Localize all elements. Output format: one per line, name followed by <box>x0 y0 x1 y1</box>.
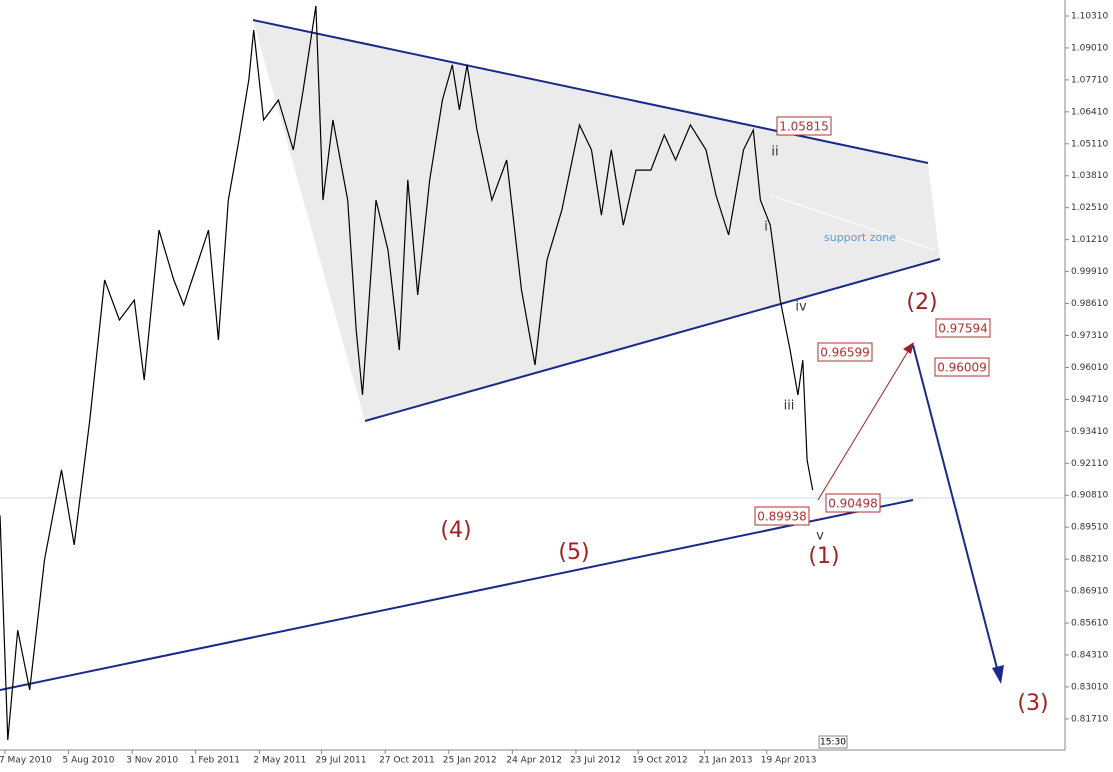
y-tick-label: 0.98610 <box>1071 299 1108 309</box>
lower-trendline <box>364 258 941 422</box>
time-label: 15:30 <box>820 738 846 748</box>
price-label: 1.05815 <box>779 120 829 134</box>
y-tick-label: 1.07710 <box>1071 75 1108 85</box>
y-tick-label: 1.09010 <box>1071 43 1108 53</box>
x-tick-label: 21 Jan 2013 <box>699 756 753 766</box>
wave-label: ii <box>771 145 778 160</box>
triangle-zone <box>253 20 940 421</box>
y-tick-label: 0.93410 <box>1071 427 1108 437</box>
y-tick-label: 0.88210 <box>1071 555 1108 565</box>
price-label: 0.96009 <box>937 361 987 375</box>
y-tick-label: 1.03810 <box>1071 171 1108 181</box>
wave-label: (5) <box>558 540 589 565</box>
y-tick-label: 1.06410 <box>1071 107 1108 117</box>
y-tick-label: 0.92110 <box>1071 459 1108 469</box>
wave-label: iv <box>795 300 807 315</box>
time-box <box>818 735 848 749</box>
price-box <box>934 357 990 377</box>
projection-up <box>817 347 911 501</box>
x-tick-label: 23 Jul 2012 <box>570 756 621 766</box>
x-tick-label: 29 Jul 2011 <box>316 756 367 766</box>
wave-label: (3) <box>1017 691 1048 716</box>
wave-label: (4) <box>440 518 471 543</box>
y-tick-label: 0.86910 <box>1071 587 1108 597</box>
wave-label: iii <box>784 399 795 414</box>
x-tick-label: 7 May 2010 <box>0 756 52 766</box>
wave-label: v <box>816 529 824 544</box>
arrowhead-up <box>903 342 914 354</box>
x-tick-label: 19 Oct 2012 <box>632 756 688 766</box>
x-tick-label: 1 Feb 2011 <box>190 756 240 766</box>
price-box <box>935 318 991 338</box>
price-box <box>754 506 810 526</box>
price-label: 0.97594 <box>938 322 988 336</box>
wave-label: (1) <box>808 544 839 569</box>
long-trendline <box>0 499 914 691</box>
x-tick-label: 2 May 2011 <box>253 756 306 766</box>
y-tick-label: 0.83010 <box>1071 682 1108 692</box>
price-box <box>825 493 881 513</box>
x-tick-label: 24 Apr 2012 <box>506 756 562 766</box>
y-tick-label: 1.10310 <box>1071 11 1108 21</box>
zone-line <box>769 194 936 251</box>
price-label: 0.96599 <box>820 346 870 360</box>
x-tick-label: 25 Jan 2012 <box>443 756 497 766</box>
price-label: 0.89938 <box>757 510 807 524</box>
x-tick-label: 19 Apr 2013 <box>761 756 817 766</box>
y-tick-label: 0.94710 <box>1071 395 1108 405</box>
y-tick-label: 1.01210 <box>1071 235 1108 245</box>
x-tick-label: 5 Aug 2010 <box>63 756 115 766</box>
price-label: 0.90498 <box>828 497 878 511</box>
y-tick-label: 0.89510 <box>1071 523 1108 533</box>
price-box <box>817 342 873 362</box>
arrowhead-down <box>992 665 1004 684</box>
wave-label: (2) <box>906 290 937 315</box>
y-tick-label: 1.02510 <box>1071 203 1108 213</box>
y-tick-label: 0.99910 <box>1071 267 1108 277</box>
x-tick-label: 27 Oct 2011 <box>379 756 435 766</box>
zone-label: support zone <box>824 231 896 244</box>
price-box <box>776 116 832 136</box>
price-line <box>0 5 814 741</box>
y-tick-label: 0.96010 <box>1071 363 1108 373</box>
y-tick-label: 0.85610 <box>1071 619 1108 629</box>
y-tick-label: 0.90810 <box>1071 491 1108 501</box>
projection-down <box>912 344 999 673</box>
y-tick-label: 1.05110 <box>1071 139 1108 149</box>
upper-trendline <box>252 19 929 164</box>
x-tick-label: 3 Nov 2010 <box>126 756 178 766</box>
wave-label: i <box>764 220 768 235</box>
y-tick-label: 0.81710 <box>1071 714 1108 724</box>
y-tick-label: 0.84310 <box>1071 650 1108 660</box>
y-tick-label: 0.97310 <box>1071 331 1108 341</box>
